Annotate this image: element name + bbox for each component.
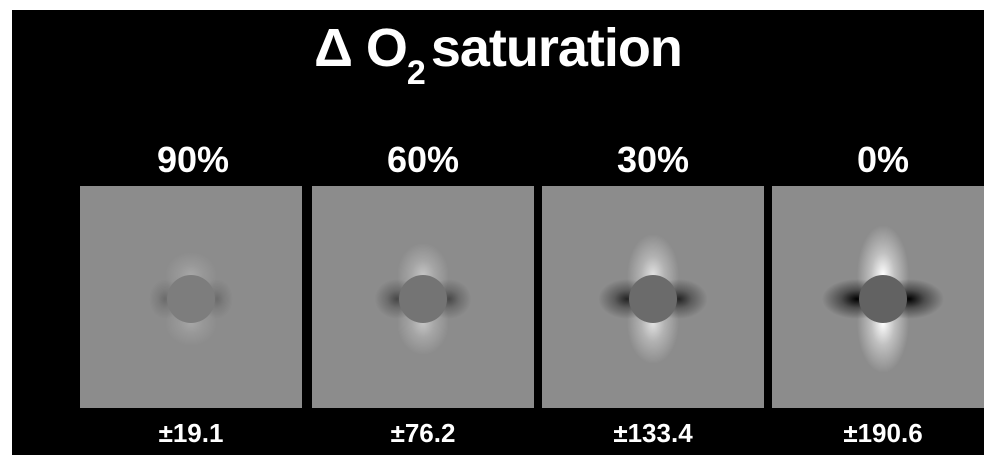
dipole-field-graphic bbox=[312, 186, 534, 408]
column-label-60: 60% bbox=[386, 139, 460, 180]
dipole-field-graphic bbox=[542, 186, 764, 408]
dipole-field-graphic bbox=[80, 186, 302, 408]
vessel-disk bbox=[629, 275, 677, 323]
range-label-0: ±190.6 bbox=[843, 418, 923, 448]
vessel-disk bbox=[859, 275, 907, 323]
figure: Δ O2 saturation 90% 60% 30% 0% ±19.1 ±76.… bbox=[12, 10, 984, 455]
range-label-90: ±19.1 bbox=[158, 418, 224, 448]
figure-title: Δ O2 saturation bbox=[12, 18, 984, 92]
vessel-disk bbox=[399, 275, 447, 323]
title-subscript: 2 bbox=[406, 54, 426, 92]
field-panel-90 bbox=[80, 186, 302, 408]
column-label-0: 0% bbox=[856, 139, 910, 180]
range-label-30: ±133.4 bbox=[613, 418, 693, 448]
field-panel-0 bbox=[772, 186, 984, 408]
field-panel-60 bbox=[312, 186, 534, 408]
dipole-field-graphic bbox=[772, 186, 984, 408]
range-label-60: ±76.2 bbox=[390, 418, 456, 448]
vessel-disk bbox=[167, 275, 215, 323]
title-suffix: saturation bbox=[430, 18, 683, 78]
column-label-30: 30% bbox=[616, 139, 690, 180]
title-prefix: Δ O bbox=[314, 18, 408, 78]
column-label-90: 90% bbox=[156, 139, 230, 180]
field-panel-30 bbox=[542, 186, 764, 408]
